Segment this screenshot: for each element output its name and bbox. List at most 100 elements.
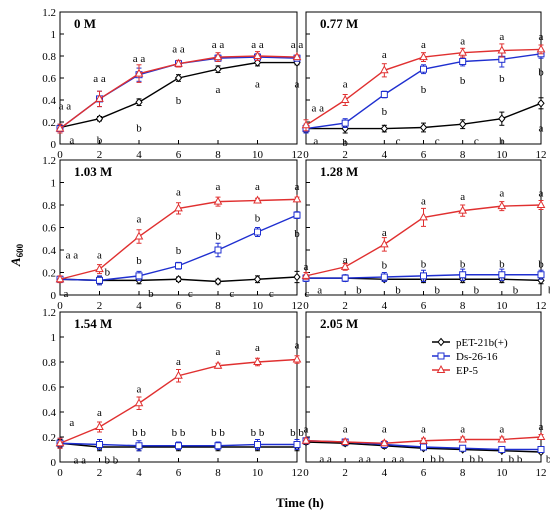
significance-label: a a [212,39,225,51]
data-point [536,199,546,208]
legend-label: EP-5 [456,365,479,377]
series-triangle [55,50,302,134]
significance-label: a [539,31,544,43]
y-tick-label: 0 [51,139,57,151]
data-point [55,274,65,283]
legend-label: Ds-26-16 [456,351,498,363]
data-point [458,47,468,56]
data-point [379,239,389,248]
panel-2: 00.20.40.60.811.20 2 4 6 8 10 12a a aaa a a abbbbb… [42,155,309,312]
x-tick-label: 12 [536,149,547,161]
data-point [293,211,301,219]
data-point [254,441,261,448]
data-point [459,119,467,129]
data-point [95,93,104,102]
data-point [420,65,427,73]
legend: pET-21b(+) Ds-26-16 EP-5 [432,337,508,377]
significance-label: c [474,136,479,148]
data-point [214,277,222,286]
significance-label: b [382,260,388,272]
plot-frame [59,159,298,296]
significance-label: a [539,123,544,135]
significance-label: a [69,135,74,147]
panel-3: 024681012aaaaaaabbbbbabbbbbb1.28 M [301,159,550,312]
data-point [174,274,183,284]
significance-label: a [313,136,318,148]
significance-label: b [499,259,505,271]
significance-label: a [317,284,322,296]
x-tick-label: 8 [215,149,221,161]
significance-label: b [105,266,111,278]
significance-label: a [499,31,504,43]
data-point [293,441,301,448]
x-tick-label: 6 [421,300,427,312]
significance-label: a [304,261,309,273]
data-point [95,264,104,273]
data-point [458,434,468,443]
x-tick-label: 6 [176,467,182,479]
significance-label: b [548,284,550,296]
data-point [459,444,467,452]
x-tick-label: 8 [215,467,221,479]
significance-label: c [229,288,234,300]
x-tick-label: 2 [342,467,348,479]
significance-label: b b [211,427,225,439]
data-point [55,123,65,132]
series-square [56,211,301,286]
y-tick-label: 1.2 [42,307,56,319]
series-triangle [55,194,302,284]
significance-label: a [382,227,387,239]
panel-title: 0.77 M [320,16,358,31]
data-point [134,398,144,407]
data-point [135,442,143,450]
data-point [340,94,350,103]
x-tick-label: 0 [303,149,309,161]
data-point [55,438,65,447]
data-point [419,435,428,444]
plot-frame [59,311,298,463]
data-point [301,435,311,444]
y-axis-title-main: A [8,257,23,267]
data-point [497,201,507,210]
legend-marker [436,364,446,373]
significance-label: a [539,188,544,200]
x-tick-label: 2 [342,300,348,312]
data-point [292,52,302,61]
y-tick-label: 0 [51,290,57,302]
significance-label: a [295,79,300,91]
significance-label: a a [311,103,324,115]
y-tick-label: 0.6 [42,223,56,235]
significance-label: a [460,36,465,48]
x-tick-label: 2 [342,149,348,161]
y-tick-label: 0.8 [42,357,56,369]
data-point [380,91,388,98]
x-tick-label: 12 [292,149,303,161]
significance-label: b [294,228,300,240]
data-point [458,205,468,214]
series-triangle [301,199,546,280]
data-point [213,52,223,61]
significance-label: a [216,84,221,96]
significance-label: b b [509,453,523,465]
data-point [175,442,182,450]
data-point [253,50,262,59]
series-triangle [301,431,546,447]
x-tick-label: 4 [382,149,388,161]
significance-label: b b [470,453,484,465]
data-point [459,271,467,279]
significance-label: a [460,191,465,203]
panel-title: 1.03 M [74,164,112,179]
x-tick-label: 0 [57,149,63,161]
data-point [498,446,506,453]
x-tick-label: 12 [292,300,303,312]
data-point [253,195,262,204]
significance-label: b b [290,427,304,439]
significance-label: b [499,73,505,85]
data-point [253,274,262,284]
data-point [340,261,350,270]
x-tick-label: 10 [496,149,508,161]
data-point [536,431,546,440]
significance-label: a [382,423,387,435]
